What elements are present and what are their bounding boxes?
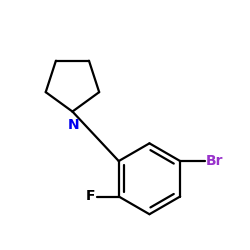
Text: F: F [86, 190, 96, 203]
Text: Br: Br [206, 154, 223, 168]
Text: N: N [67, 118, 79, 132]
